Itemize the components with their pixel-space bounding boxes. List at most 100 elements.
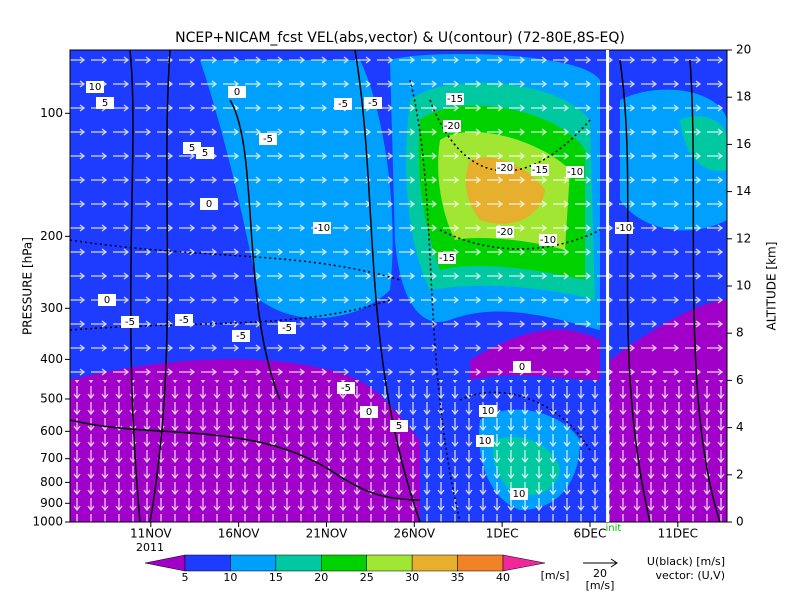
contour-label: 5 bbox=[202, 148, 208, 159]
colorbar-segment bbox=[184, 554, 231, 572]
year-label: 2011 bbox=[136, 541, 164, 554]
y-tick-label: 600 bbox=[40, 424, 63, 438]
colorbar-segment bbox=[411, 554, 458, 572]
colorbar-high bbox=[502, 554, 546, 572]
contour-label: 0 bbox=[234, 87, 240, 98]
y-tick-label: 400 bbox=[40, 352, 63, 366]
contour-label: 10 bbox=[479, 436, 492, 447]
contour-label: -10 bbox=[314, 223, 330, 234]
contour-label-bg bbox=[121, 316, 139, 328]
y-tick-label: 1000 bbox=[32, 515, 63, 529]
colorbar-segment bbox=[230, 554, 277, 572]
x-tick-label: 16NOV bbox=[218, 527, 260, 541]
contour-label: -5 bbox=[179, 315, 189, 326]
contour-label: 5 bbox=[396, 421, 402, 432]
y-tick-label: 900 bbox=[40, 496, 63, 510]
y-tick-label: 100 bbox=[40, 106, 63, 120]
contour-label: -5 bbox=[263, 134, 273, 145]
y2-tick-label: 18 bbox=[736, 90, 751, 104]
x-tick-label: 11NOV bbox=[130, 527, 172, 541]
contour-label: -5 bbox=[125, 317, 135, 328]
contour-label: -10 bbox=[540, 235, 556, 246]
contour-label-bg bbox=[476, 435, 494, 447]
contour-label: -20 bbox=[497, 227, 513, 238]
colorbar-label: 25 bbox=[360, 571, 374, 584]
contour-label-bg bbox=[98, 294, 116, 306]
contour-label-bg bbox=[496, 162, 514, 174]
vector-ref-unit: [m/s] bbox=[586, 579, 615, 592]
contour-label-bg bbox=[196, 147, 214, 159]
contour-label: -5 bbox=[282, 323, 292, 334]
contour-label-bg bbox=[175, 314, 193, 326]
colorbar-segment bbox=[321, 554, 367, 572]
x-tick-label: 1DEC bbox=[486, 527, 519, 541]
colorbar-segment bbox=[457, 554, 504, 572]
colorbar-label: 35 bbox=[451, 571, 465, 584]
contour-label: -10 bbox=[616, 223, 632, 234]
contour-label: 5 bbox=[102, 98, 108, 109]
contour-label-bg bbox=[86, 81, 104, 93]
contour-label: 0 bbox=[104, 295, 110, 306]
y2-tick-label: 0 bbox=[736, 515, 744, 529]
x-tick-label: 11DEC bbox=[658, 527, 698, 541]
colorbar-label: 10 bbox=[223, 571, 237, 584]
contour-label-bg bbox=[566, 166, 584, 178]
contour-label: -5 bbox=[338, 99, 348, 110]
legend-text: vector: (U,V) bbox=[655, 569, 725, 582]
contour-label: -10 bbox=[567, 167, 583, 178]
contour-label-bg bbox=[228, 86, 246, 98]
vector-ref-arrowhead bbox=[610, 558, 618, 568]
colorbar-segment bbox=[275, 554, 322, 572]
contour-label-bg bbox=[337, 382, 355, 394]
contour-label-bg bbox=[278, 322, 296, 334]
y2-tick-label: 20 bbox=[736, 43, 751, 57]
x-tick-label: 6DEC bbox=[574, 527, 607, 541]
colorbar-label: 40 bbox=[496, 571, 510, 584]
contour-label-bg bbox=[446, 93, 464, 105]
contour-label: -15 bbox=[447, 94, 463, 105]
y-tick-label: 200 bbox=[40, 229, 63, 243]
contour-label: 10 bbox=[482, 406, 495, 417]
contour-label-bg bbox=[96, 97, 114, 109]
contour-label: 0 bbox=[519, 362, 525, 373]
y-axis-label: PRESSURE [hPa] bbox=[21, 237, 35, 335]
x-tick-label: 26NOV bbox=[393, 527, 435, 541]
y-tick-label: 800 bbox=[40, 475, 63, 489]
colorbar-label: 20 bbox=[314, 571, 328, 584]
vector-ref-value: 20 bbox=[593, 567, 607, 580]
contour-label-bg bbox=[313, 222, 331, 234]
contour-label-bg bbox=[510, 488, 528, 500]
colorbar-low bbox=[144, 554, 186, 572]
colorbar-unit: [m/s] bbox=[541, 569, 570, 582]
colorbar-segment bbox=[366, 554, 413, 572]
contour-label: -20 bbox=[444, 121, 460, 132]
y-tick-label: 500 bbox=[40, 391, 63, 405]
contour-label: -20 bbox=[497, 163, 513, 174]
contour-label-bg bbox=[200, 198, 218, 210]
colorbar-label: 5 bbox=[182, 571, 189, 584]
x-tick-label: 21NOV bbox=[306, 527, 348, 541]
contour-label-bg bbox=[438, 252, 456, 264]
contour-label: -15 bbox=[532, 165, 548, 176]
contour-label-bg bbox=[334, 98, 352, 110]
legend-text: U(black) [m/s] bbox=[647, 555, 725, 568]
y-tick-label: 700 bbox=[40, 451, 63, 465]
contour-label: 0 bbox=[366, 407, 372, 418]
field bbox=[70, 50, 727, 522]
contour-label-bg bbox=[259, 133, 277, 145]
contour-label-bg bbox=[232, 330, 250, 342]
contour-label: 0 bbox=[206, 199, 212, 210]
contour-label-bg bbox=[513, 361, 531, 373]
contour-label: 10 bbox=[513, 489, 526, 500]
contour-label-bg bbox=[615, 222, 633, 234]
contour-label-bg bbox=[364, 97, 382, 109]
y-tick-label: 300 bbox=[40, 301, 63, 315]
chart-title: NCEP+NICAM_fcst VEL(abs,vector) & U(cont… bbox=[175, 30, 625, 46]
y2-tick-label: 8 bbox=[736, 326, 744, 340]
init-label: init bbox=[606, 523, 622, 534]
contour-label: 10 bbox=[89, 82, 102, 93]
y2-tick-label: 6 bbox=[736, 373, 744, 387]
y2-axis-label: ALTITUDE [km] bbox=[765, 242, 779, 331]
contour-label-bg bbox=[539, 234, 557, 246]
